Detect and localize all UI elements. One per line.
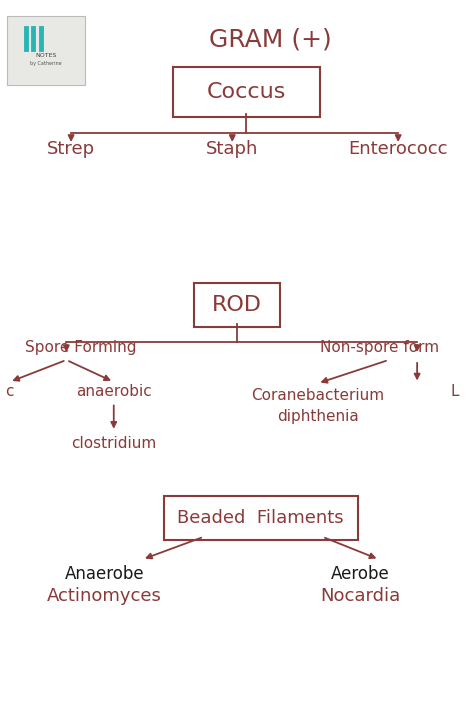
Text: ROD: ROD xyxy=(212,295,262,315)
Text: Coranebacterium: Coranebacterium xyxy=(251,388,384,403)
Text: Beaded  Filaments: Beaded Filaments xyxy=(177,509,344,528)
Text: Spore Forming: Spore Forming xyxy=(25,340,137,356)
Text: Staph: Staph xyxy=(206,140,258,158)
Text: clostridium: clostridium xyxy=(71,436,156,452)
Text: L: L xyxy=(451,384,459,400)
Text: Anaerobe: Anaerobe xyxy=(64,564,144,583)
Text: Actinomyces: Actinomyces xyxy=(47,587,162,606)
Text: GRAM (+): GRAM (+) xyxy=(209,27,331,51)
FancyBboxPatch shape xyxy=(194,283,280,327)
Text: Aerobe: Aerobe xyxy=(331,564,390,583)
Text: Strep: Strep xyxy=(47,140,95,158)
Text: diphthenia: diphthenia xyxy=(277,409,358,425)
Text: anaerobic: anaerobic xyxy=(76,384,152,400)
Text: Nocardia: Nocardia xyxy=(320,587,401,606)
Text: by Catherine: by Catherine xyxy=(30,60,62,66)
Text: Coccus: Coccus xyxy=(207,82,286,102)
Text: NOTES: NOTES xyxy=(35,53,57,58)
Text: Enterococc: Enterococc xyxy=(348,140,448,158)
FancyBboxPatch shape xyxy=(164,496,358,540)
FancyBboxPatch shape xyxy=(7,16,85,85)
FancyBboxPatch shape xyxy=(173,67,320,117)
Text: Non-spore form: Non-spore form xyxy=(319,340,439,356)
Text: c: c xyxy=(5,384,14,400)
